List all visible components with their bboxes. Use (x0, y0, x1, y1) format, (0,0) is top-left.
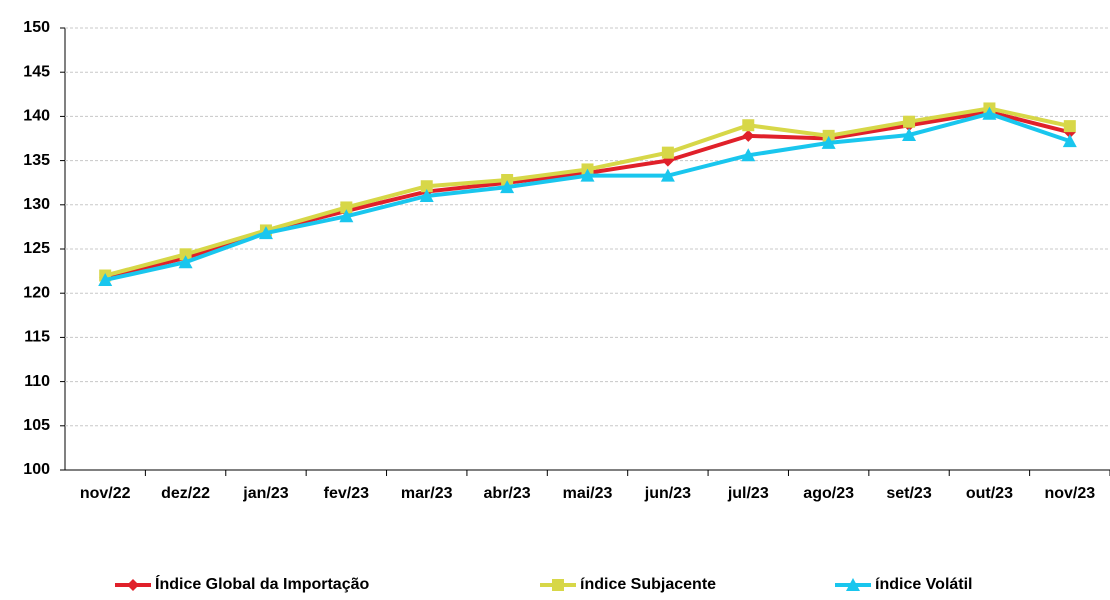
triangle-marker (178, 255, 193, 269)
x-tick-label: ago/23 (803, 485, 854, 502)
x-tick-label: jun/23 (644, 485, 691, 502)
y-tick-label: 115 (24, 329, 50, 346)
triangle-marker (339, 209, 354, 223)
legend-label: índice Volátil (875, 576, 973, 593)
triangle-marker (1062, 134, 1077, 148)
diamond-marker (127, 579, 139, 591)
y-tick-label: 140 (23, 108, 50, 125)
y-tick-label: 135 (23, 152, 50, 169)
x-tick-label: abr/23 (484, 485, 531, 502)
triangle-marker (98, 272, 113, 286)
x-tick-label: mar/23 (401, 485, 453, 502)
square-marker (501, 174, 514, 187)
triangle-marker (660, 168, 675, 182)
series-line (104, 109, 1071, 280)
square-marker (822, 129, 835, 142)
y-tick-label: 120 (23, 284, 50, 301)
x-tick-label: set/23 (886, 485, 931, 502)
series-line (104, 106, 1071, 278)
legend-label: Índice Global da Importação (155, 574, 369, 593)
square-marker (420, 180, 433, 193)
x-tick-label: nov/23 (1044, 485, 1095, 502)
x-tick-label: nov/22 (80, 485, 131, 502)
square-marker (179, 248, 192, 261)
y-tick-label: 150 (23, 19, 50, 36)
triangle-marker (846, 578, 860, 591)
triangle-marker (741, 148, 756, 162)
x-tick-label: jan/23 (242, 485, 288, 502)
legend-label: índice Subjacente (580, 576, 716, 593)
triangle-marker (258, 226, 273, 240)
y-tick-label: 105 (23, 417, 50, 434)
y-tick-label: 110 (24, 373, 50, 390)
square-marker (340, 201, 353, 214)
diamond-marker (742, 129, 755, 142)
square-marker (1063, 120, 1076, 133)
y-tick-label: 100 (23, 461, 50, 478)
x-tick-label: fev/23 (324, 485, 369, 502)
y-tick-label: 130 (23, 196, 50, 213)
square-marker (552, 579, 564, 591)
x-tick-label: jul/23 (727, 485, 769, 502)
x-tick-label: dez/22 (161, 485, 210, 502)
triangle-marker (500, 180, 515, 194)
y-tick-label: 145 (23, 63, 50, 80)
triangle-marker (419, 188, 434, 202)
series-line (104, 111, 1071, 282)
triangle-marker (982, 106, 997, 120)
x-tick-label: out/23 (966, 485, 1013, 502)
square-marker (661, 146, 674, 159)
triangle-marker (902, 127, 917, 141)
triangle-marker (821, 135, 836, 149)
x-tick-label: mai/23 (563, 485, 613, 502)
triangle-marker (580, 168, 595, 182)
y-tick-label: 125 (23, 240, 50, 257)
square-marker (742, 119, 755, 132)
square-marker (903, 115, 916, 128)
